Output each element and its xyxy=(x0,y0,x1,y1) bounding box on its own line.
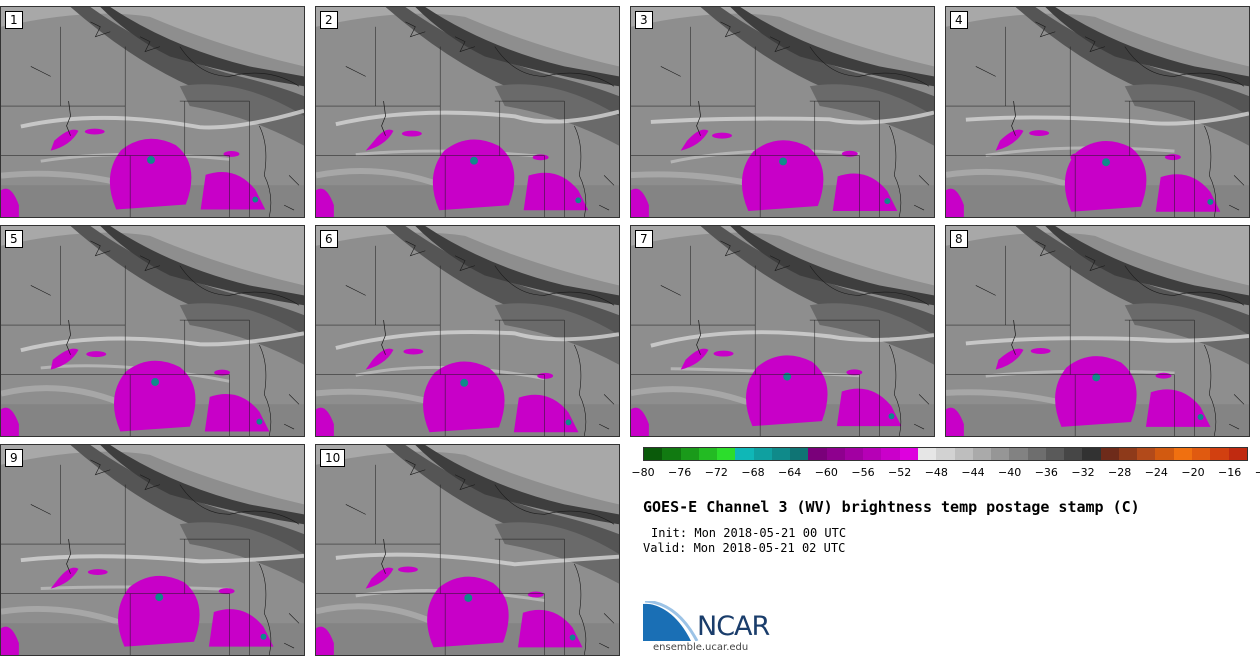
colorbar-segment xyxy=(863,448,882,460)
water-vapor-map xyxy=(316,7,619,217)
figure-title: GOES-E Channel 3 (WV) brightness temp po… xyxy=(643,498,1140,516)
colorbar-tick-label: −76 xyxy=(668,466,692,479)
logo-url: ensemble.ucar.edu xyxy=(653,642,749,653)
colorbar-tick-label: −28 xyxy=(1108,466,1132,479)
colorbar xyxy=(643,447,1248,461)
colorbar-segment xyxy=(917,448,937,460)
panel-number: 2 xyxy=(320,11,338,29)
postage-stamp-panel: 8 xyxy=(945,225,1250,437)
colorbar-tick-label: −60 xyxy=(814,466,838,479)
colorbar-segment xyxy=(1064,448,1083,460)
colorbar-segment xyxy=(790,448,809,460)
postage-stamp-panel: 7 xyxy=(630,225,935,437)
init-time: Init: Mon 2018-05-21 00 UTC xyxy=(651,526,847,540)
water-vapor-map xyxy=(316,445,619,655)
panel-number: 5 xyxy=(5,230,23,248)
colorbar-segment xyxy=(972,448,992,460)
water-vapor-map xyxy=(946,226,1249,436)
colorbar-segment xyxy=(991,448,1010,460)
water-vapor-map xyxy=(1,445,304,655)
postage-stamp-panel: 3 xyxy=(630,6,935,218)
colorbar-segment xyxy=(735,448,754,460)
colorbar-tick-label: −68 xyxy=(741,466,765,479)
water-vapor-map xyxy=(1,226,304,436)
colorbar-tick-label: −32 xyxy=(1071,466,1095,479)
water-vapor-map xyxy=(1,7,304,217)
panel-number: 9 xyxy=(5,449,23,467)
colorbar-tick-label: −72 xyxy=(704,466,728,479)
panel-number: 8 xyxy=(950,230,968,248)
water-vapor-map xyxy=(631,226,934,436)
colorbar-segment xyxy=(1210,448,1229,460)
colorbar-segment xyxy=(881,448,900,460)
panel-number: 1 xyxy=(5,11,23,29)
colorbar-segment xyxy=(954,448,973,460)
colorbar-segment xyxy=(1009,448,1028,460)
panel-number: 6 xyxy=(320,230,338,248)
colorbar-segment xyxy=(1100,448,1119,460)
colorbar-segment xyxy=(899,448,918,460)
colorbar-segment xyxy=(808,448,827,460)
colorbar-tick-label: −56 xyxy=(851,466,875,479)
colorbar-segment xyxy=(1137,448,1156,460)
panel-number: 7 xyxy=(635,230,653,248)
postage-stamp-panel: 4 xyxy=(945,6,1250,218)
colorbar-tick-label: −24 xyxy=(1144,466,1168,479)
colorbar-segment xyxy=(680,448,699,460)
colorbar-ticks: −80 −76 −72 −68 −64 −60 −56 −52 −48 −44 −40 −36 −32−… xyxy=(631,466,1260,480)
colorbar-tick-label: −40 xyxy=(998,466,1022,479)
colorbar-segment xyxy=(1082,448,1101,460)
ncar-logo-icon xyxy=(643,601,699,641)
colorbar-segment xyxy=(698,448,718,460)
ncar-logo-text: NCAR xyxy=(697,611,770,642)
colorbar-tick-label: −52 xyxy=(888,466,912,479)
colorbar-tick-label: −20 xyxy=(1181,466,1205,479)
postage-stamp-panel: 5 xyxy=(0,225,305,437)
colorbar-segment xyxy=(844,448,864,460)
panel-number: 10 xyxy=(320,449,346,467)
colorbar-tick-label: −16 xyxy=(1218,466,1242,479)
colorbar-segment xyxy=(1045,448,1065,460)
valid-time: Valid: Mon 2018-05-21 02 UTC xyxy=(643,541,846,555)
colorbar-tick-label: −36 xyxy=(1034,466,1058,479)
colorbar-segment xyxy=(753,448,772,460)
colorbar-segment xyxy=(644,448,663,460)
colorbar-tick-label: −44 xyxy=(961,466,985,479)
colorbar-tick-label: −64 xyxy=(778,466,802,479)
colorbar-segment xyxy=(1118,448,1138,460)
colorbar-segment xyxy=(826,448,845,460)
colorbar-tick-label: −80 xyxy=(631,466,655,479)
postage-stamp-panel: 6 xyxy=(315,225,620,437)
colorbar-tick-label: −48 xyxy=(924,466,948,479)
colorbar-segment xyxy=(1155,448,1174,460)
postage-stamp-panel: 9 xyxy=(0,444,305,656)
colorbar-segment xyxy=(771,448,791,460)
water-vapor-map xyxy=(316,226,619,436)
water-vapor-map xyxy=(946,7,1249,217)
postage-stamp-panel: 1 xyxy=(0,6,305,218)
panel-number: 4 xyxy=(950,11,968,29)
colorbar-segment xyxy=(1228,448,1247,460)
colorbar-segment xyxy=(1027,448,1046,460)
water-vapor-map xyxy=(631,7,934,217)
panel-number: 3 xyxy=(635,11,653,29)
colorbar-segment xyxy=(936,448,955,460)
colorbar-segment xyxy=(717,448,736,460)
colorbar-segment xyxy=(1173,448,1192,460)
postage-stamp-panel: 2 xyxy=(315,6,620,218)
colorbar-segment xyxy=(1191,448,1211,460)
colorbar-segment xyxy=(662,448,681,460)
postage-stamp-panel: 10 xyxy=(315,444,620,656)
colorbar-tick-label: −12 xyxy=(1254,466,1260,479)
